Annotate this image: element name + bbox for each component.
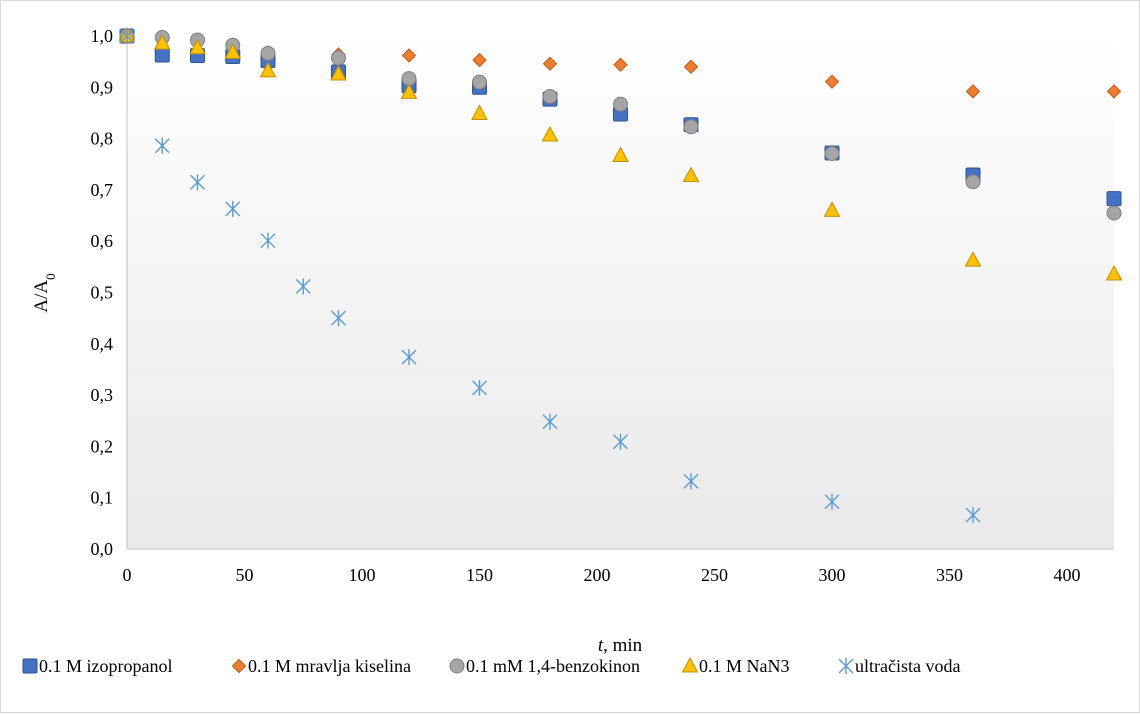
data-point (824, 493, 840, 510)
data-point (119, 28, 135, 44)
legend-item: 0.1 M NaN3 (681, 656, 790, 676)
data-point (472, 379, 487, 396)
legend-marker (838, 658, 854, 674)
x-tick-label: 250 (701, 565, 728, 585)
x-tick-label: 300 (819, 565, 846, 585)
data-point (542, 56, 558, 71)
data-point (1105, 264, 1123, 281)
data-point (189, 38, 206, 55)
data-point (613, 96, 628, 112)
legend: 0.1 M izopropanol 0.1 M mravlja kiselina 0… (22, 656, 960, 676)
y-axis-title: A/A0 (31, 273, 58, 312)
y-tick-label: 0,2 (91, 436, 114, 456)
data-point (330, 64, 347, 81)
data-point (472, 52, 487, 68)
y-tick-label: 0,3 (91, 385, 114, 405)
legend-label: 0.1 M izopropanol (39, 656, 172, 676)
data-point (331, 50, 346, 66)
data-point (1106, 191, 1122, 207)
data-point (1106, 205, 1122, 221)
data-point (259, 61, 277, 78)
data-point (683, 59, 699, 74)
data-point (260, 45, 276, 61)
y-tick-label: 0,0 (91, 539, 114, 559)
data-point (613, 433, 628, 450)
legend-marker (449, 658, 465, 674)
y-tick-label: 0,4 (91, 334, 114, 354)
data-point (153, 34, 171, 50)
y-tick-label: 0,7 (91, 180, 114, 200)
legend-marker (681, 656, 699, 673)
x-tick-label: 100 (349, 565, 376, 585)
data-point (1106, 84, 1122, 99)
data-point (541, 125, 559, 142)
data-point (683, 473, 699, 490)
data-point (965, 174, 981, 190)
data-point (823, 201, 841, 217)
y-tick-label: 1,0 (91, 26, 114, 46)
data-point (824, 145, 840, 161)
legend-label: ultračista voda (855, 656, 960, 676)
legend-item: ultračista voda (838, 656, 960, 676)
data-point (542, 413, 558, 430)
legend-label: 0.1 mM 1,4-benzokinon (466, 656, 640, 676)
y-tick-labels: 0,0 0,1 0,2 0,3 0,4 0,5 0,6 0,7 0,8 0,9 1,0 (91, 26, 114, 559)
x-tick-label: 0 (123, 565, 132, 585)
data-point (295, 278, 311, 295)
data-point (190, 174, 205, 191)
y-tick-label: 0,5 (91, 283, 114, 303)
data-point (400, 83, 418, 99)
series-triangle (118, 26, 1123, 281)
data-point (612, 146, 629, 163)
legend-item: 0.1 M izopropanol (22, 656, 172, 676)
x-tick-label: 50 (236, 565, 254, 585)
data-point (824, 74, 840, 89)
data-point (331, 310, 346, 327)
x-tick-labels: 0 50 100 150 200 250 300 350 400 (123, 565, 1081, 585)
legend-item: 0.1 M mravlja kiselina (231, 656, 411, 676)
legend-item: 0.1 mM 1,4-benzokinon (449, 656, 640, 676)
legend-marker (22, 658, 38, 674)
legend-marker (231, 658, 247, 674)
data-point (472, 74, 487, 90)
data-point (965, 84, 981, 99)
data-point (682, 166, 700, 183)
y-tick-label: 0,8 (91, 129, 114, 149)
legend-label: 0.1 M NaN3 (699, 656, 790, 676)
x-tick-label: 200 (584, 565, 611, 585)
data-series (118, 26, 1123, 524)
legend-label: 0.1 M mravlja kiselina (248, 656, 411, 676)
x-axis-title: t, min (598, 635, 643, 656)
data-point (683, 119, 699, 135)
data-point (613, 57, 628, 72)
data-point (964, 251, 982, 267)
x-tick-label: 400 (1054, 565, 1081, 585)
data-point (224, 43, 242, 59)
y-tick-label: 0,6 (91, 231, 114, 251)
data-point (401, 349, 417, 366)
data-point (154, 47, 170, 63)
y-tick-label: 0,1 (91, 488, 114, 508)
series-asterisk (119, 28, 981, 524)
plot-area (127, 36, 1114, 549)
x-tick-label: 350 (936, 565, 963, 585)
x-tick-label: 150 (466, 565, 493, 585)
data-point (471, 104, 488, 120)
data-point (225, 200, 241, 217)
data-point (401, 48, 417, 63)
data-point (260, 232, 276, 249)
y-tick-label: 0,9 (91, 77, 114, 97)
data-point (965, 507, 981, 524)
data-point (542, 89, 558, 105)
data-point (154, 137, 170, 154)
